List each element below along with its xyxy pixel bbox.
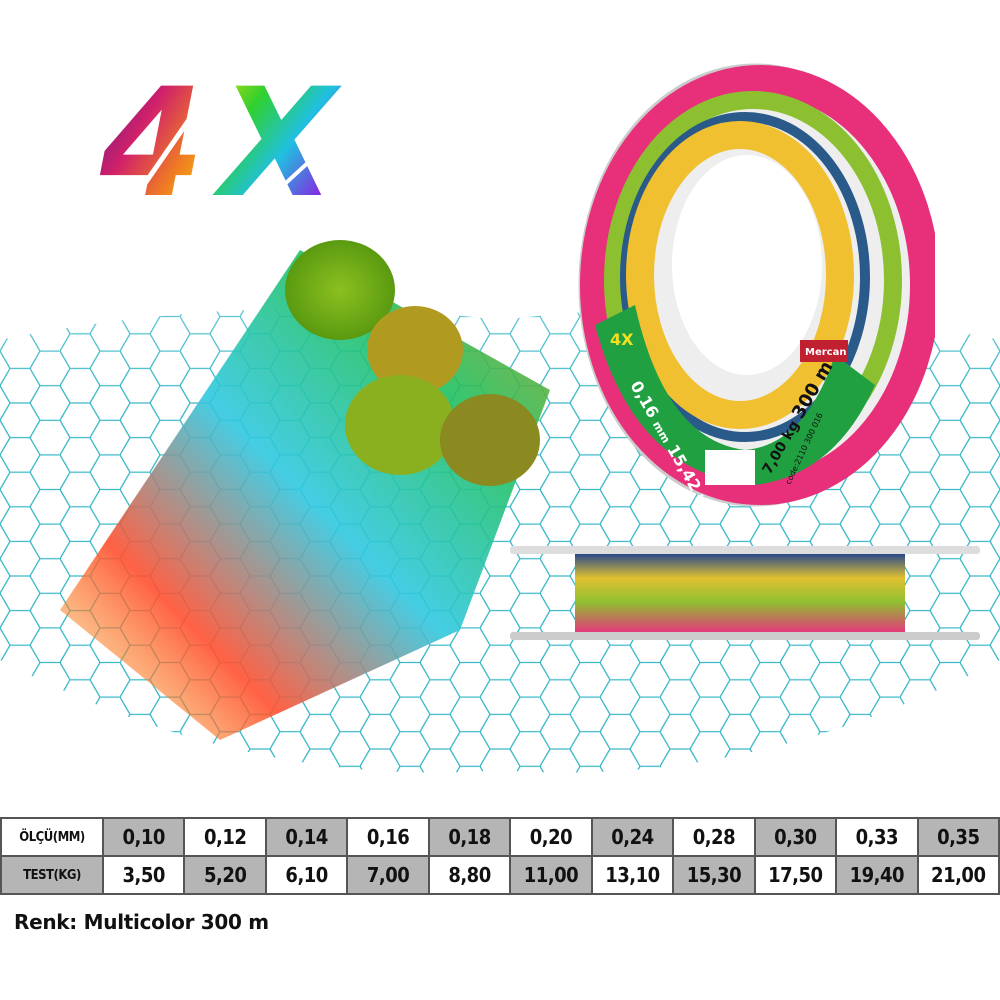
table-cell: 7,00 [346,855,430,895]
table-row-test: TEST(KG) 3,50 5,20 6,10 7,00 8,80 11,00 … [0,855,1000,895]
logo-4: 4 [100,57,204,231]
spool-product-image: 4X 0,16 mm 15,42 lb 7,00 kg 300 m code:2… [578,63,935,509]
table-cell: 0,16 [346,817,430,857]
table-row-diameter: ÖLÇÜ(MM) 0,10 0,12 0,14 0,16 0,18 0,20 0… [0,817,1000,857]
color-caption: Renk: Multicolor 300 m [14,910,269,934]
table-cell: 15,30 [672,855,756,895]
table-cell: 0,18 [427,817,512,857]
table-cell: 13,10 [590,855,675,895]
row-label: TEST(KG) [0,855,104,895]
table-cell: 17,50 [753,855,838,895]
spool-side-view [510,546,980,640]
table-cell: 0,30 [753,817,838,857]
table-cell: 21,00 [916,855,1000,895]
table-cell: 0,35 [916,817,1000,857]
barcode [705,450,755,485]
table-cell: 0,20 [509,817,593,857]
logo-x: X [212,57,342,231]
table-cell: 11,00 [509,855,593,895]
table-cell: 0,28 [672,817,756,857]
braided-line-illustration [60,240,550,740]
spool-brand: Mercan [805,347,846,358]
table-cell: 6,10 [264,855,349,895]
4x-logo: 4 X [100,57,362,231]
table-cell: 0,10 [101,817,186,857]
table-cell: 19,40 [835,855,919,895]
row-label: ÖLÇÜ(MM) [0,817,104,857]
table-cell: 3,50 [101,855,186,895]
specs-table: ÖLÇÜ(MM) 0,10 0,12 0,14 0,16 0,18 0,20 0… [0,817,1000,895]
table-cell: 5,20 [183,855,267,895]
table-cell: 0,33 [835,817,919,857]
table-cell: 8,80 [427,855,512,895]
spool-badge: 4X [610,330,634,349]
table-cell: 0,24 [590,817,675,857]
table-cell: 0,12 [183,817,267,857]
table-cell: 0,14 [264,817,349,857]
